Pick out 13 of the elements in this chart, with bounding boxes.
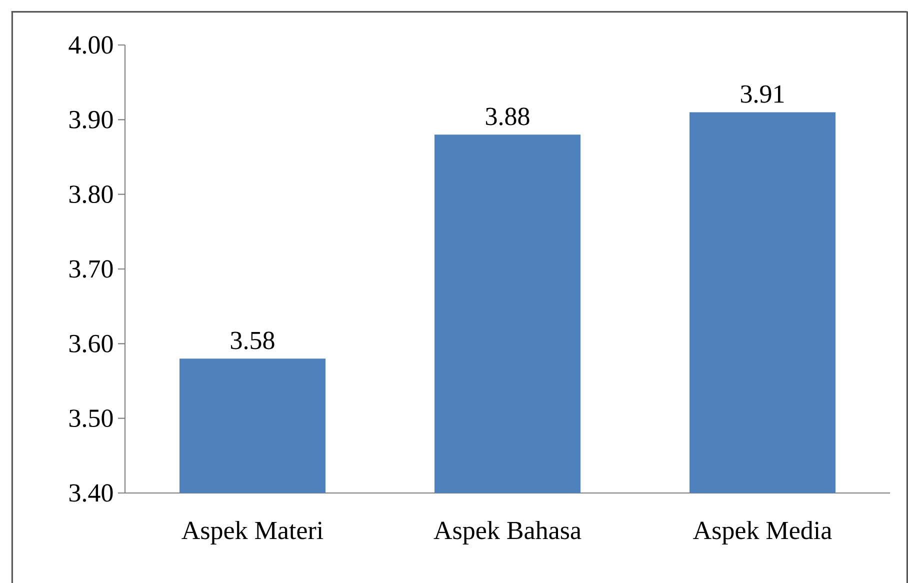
y-tick-label: 3.60 (69, 334, 113, 353)
x-tick-label: Aspek Media (693, 520, 832, 545)
y-tick-label: 3.70 (69, 260, 113, 278)
y-tick-label: 3.50 (69, 410, 113, 428)
y-tick-label: 3.80 (69, 186, 113, 204)
y-tick-label: 3.90 (69, 110, 113, 129)
data-label: 3.91 (740, 85, 784, 103)
data-label: 3.88 (486, 108, 530, 126)
y-tick-label: 3.40 (69, 484, 113, 502)
x-tick-label: Aspek Materi (182, 520, 324, 545)
x-tick-label: Aspek Bahasa (434, 520, 582, 545)
data-label: 3.58 (230, 332, 274, 350)
y-tick-label: 4.00 (68, 36, 113, 54)
